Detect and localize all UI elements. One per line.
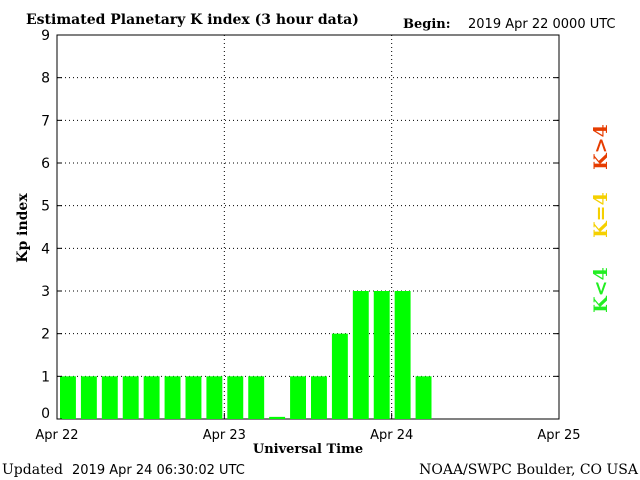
kp-bar xyxy=(248,376,265,419)
x-tick-label: Apr 25 xyxy=(537,428,580,443)
y-tick-label: 1 xyxy=(41,369,50,385)
x-tick-label: Apr 22 xyxy=(35,428,78,443)
kp-bar xyxy=(269,416,286,419)
kp-bar xyxy=(164,376,181,419)
y-tick-label: 8 xyxy=(41,71,50,87)
kp-bar xyxy=(290,376,306,419)
source-credit: NOAA/SWPC Boulder, CO USA xyxy=(419,462,639,478)
kp-bar xyxy=(394,291,411,419)
legend-item: K<4 xyxy=(590,267,612,313)
kp-bar xyxy=(373,291,390,419)
y-tick-label: 7 xyxy=(41,113,50,129)
kp-bar xyxy=(143,376,160,419)
updated-label: Updated xyxy=(2,462,63,478)
x-tick-label: Apr 24 xyxy=(370,428,413,443)
y-tick-label: 2 xyxy=(41,327,50,343)
kp-bar xyxy=(80,376,97,419)
y-tick-label: 4 xyxy=(41,241,50,257)
x-axis-ticks: Apr 22 Apr 23 Apr 24 Apr 25 xyxy=(35,413,581,443)
kp-bar xyxy=(60,376,76,419)
kp-bar xyxy=(331,333,348,419)
legend: K>4 K=4 K<4 xyxy=(590,124,612,313)
y-tick-label: 5 xyxy=(41,199,50,215)
kp-bar xyxy=(101,376,118,419)
y-tick-label: 6 xyxy=(41,156,50,172)
bar-series xyxy=(60,291,432,419)
kp-bar xyxy=(122,376,139,419)
kp-bar xyxy=(311,376,327,419)
kp-bar xyxy=(227,376,244,419)
legend-item: K>4 xyxy=(590,124,612,170)
grid-lines xyxy=(57,35,559,419)
begin-value: 2019 Apr 22 0000 UTC xyxy=(468,17,616,32)
y-tick-label: 9 xyxy=(41,28,50,44)
y-tick-label: 3 xyxy=(41,284,50,300)
y-axis-label: Kp index xyxy=(15,193,31,263)
kp-bar xyxy=(206,376,223,419)
begin-label: Begin: xyxy=(403,17,451,32)
kp-bar xyxy=(185,376,202,419)
x-axis-label: Universal Time xyxy=(253,442,363,457)
legend-item: K=4 xyxy=(590,192,612,238)
kp-bar xyxy=(415,376,432,419)
chart-title: Estimated Planetary K index (3 hour data… xyxy=(26,12,359,28)
x-tick-label: Apr 23 xyxy=(203,428,246,443)
y-tick-label: 0 xyxy=(41,406,50,422)
plot-area xyxy=(56,34,560,420)
kp-bar xyxy=(352,291,369,419)
y-axis-ticks: 0 1 2 3 4 5 6 7 8 9 xyxy=(41,28,559,422)
updated-value: 2019 Apr 24 06:30:02 UTC xyxy=(72,463,245,478)
